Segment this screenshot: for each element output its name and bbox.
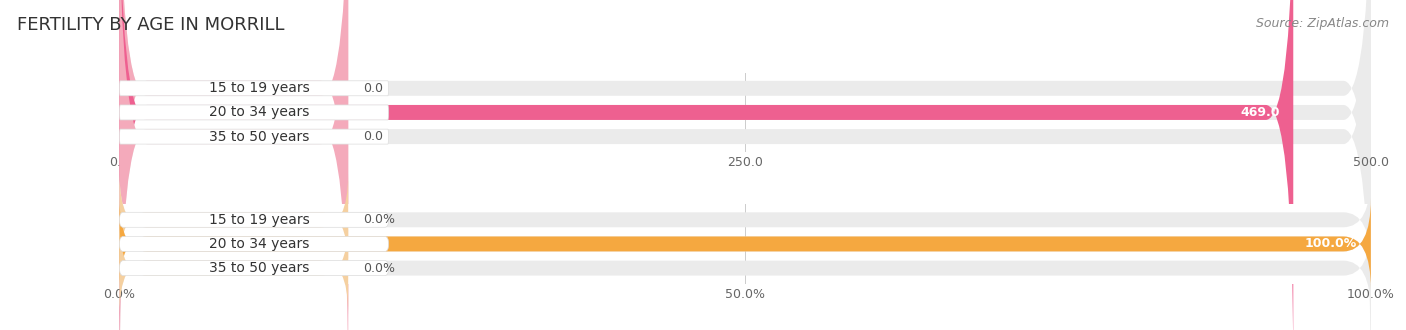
FancyBboxPatch shape <box>120 0 1371 330</box>
Text: 0.0%: 0.0% <box>363 262 395 275</box>
Text: 100.0%: 100.0% <box>1305 238 1357 250</box>
FancyBboxPatch shape <box>120 222 1371 314</box>
Text: 35 to 50 years: 35 to 50 years <box>209 261 309 275</box>
FancyBboxPatch shape <box>120 198 1371 290</box>
FancyBboxPatch shape <box>120 198 1371 290</box>
FancyBboxPatch shape <box>120 0 1294 330</box>
FancyBboxPatch shape <box>120 129 388 144</box>
FancyBboxPatch shape <box>120 0 1371 330</box>
FancyBboxPatch shape <box>120 222 349 314</box>
Text: 15 to 19 years: 15 to 19 years <box>209 213 309 227</box>
FancyBboxPatch shape <box>120 237 388 251</box>
FancyBboxPatch shape <box>120 81 388 96</box>
Text: 20 to 34 years: 20 to 34 years <box>209 237 309 251</box>
FancyBboxPatch shape <box>120 212 388 227</box>
Text: FERTILITY BY AGE IN MORRILL: FERTILITY BY AGE IN MORRILL <box>17 16 284 35</box>
FancyBboxPatch shape <box>120 174 349 265</box>
FancyBboxPatch shape <box>120 0 349 330</box>
Text: Source: ZipAtlas.com: Source: ZipAtlas.com <box>1256 16 1389 29</box>
FancyBboxPatch shape <box>120 0 1371 330</box>
FancyBboxPatch shape <box>120 0 349 330</box>
Text: 0.0: 0.0 <box>363 130 384 143</box>
FancyBboxPatch shape <box>120 105 388 120</box>
Text: 35 to 50 years: 35 to 50 years <box>209 130 309 144</box>
Text: 0.0%: 0.0% <box>363 213 395 226</box>
FancyBboxPatch shape <box>120 261 388 276</box>
Text: 15 to 19 years: 15 to 19 years <box>209 81 309 95</box>
Text: 469.0: 469.0 <box>1240 106 1279 119</box>
Text: 20 to 34 years: 20 to 34 years <box>209 106 309 119</box>
FancyBboxPatch shape <box>120 174 1371 265</box>
Text: 0.0: 0.0 <box>363 82 384 95</box>
